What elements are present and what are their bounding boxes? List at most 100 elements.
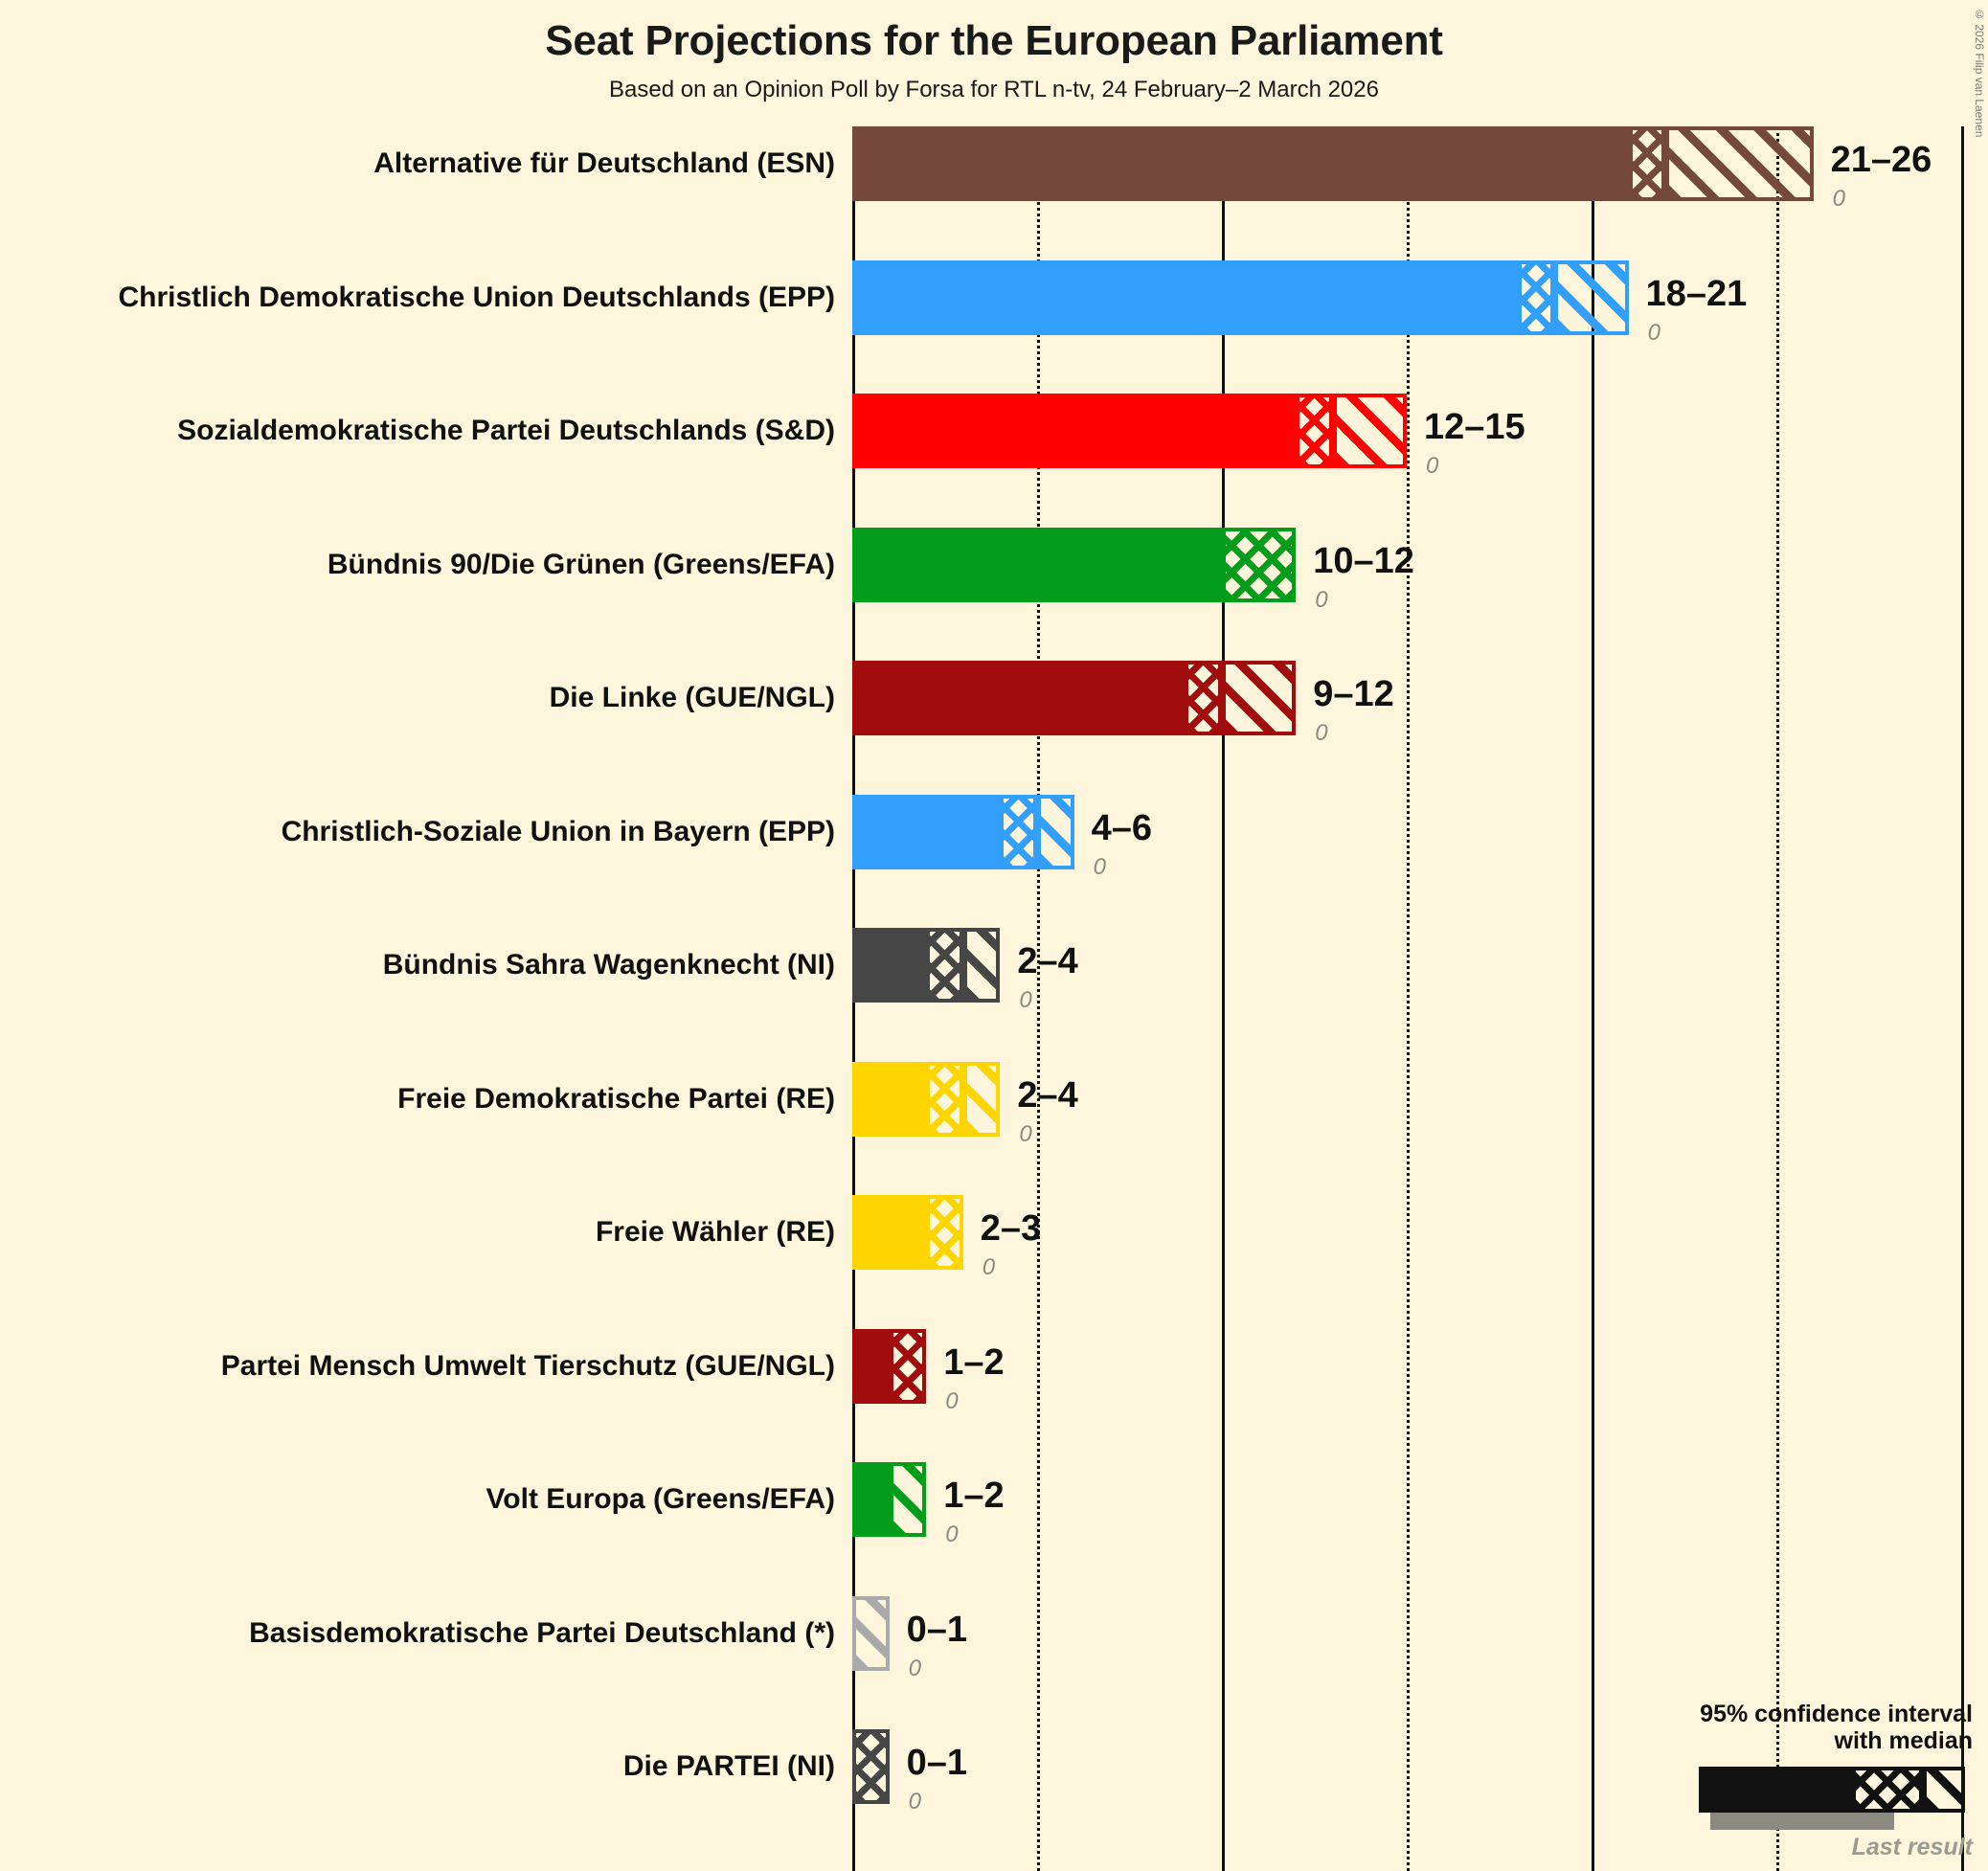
bar-row: 0–1 0 [852,1595,1988,1679]
bar-value-label: 10–12 [1313,540,1414,581]
party-label-6: Bündnis Sahra Wagenknecht (NI) [382,949,835,981]
bar-segment-median-hatch [1296,394,1333,468]
bar-value-label: 0–1 [906,1609,967,1650]
bar-segment-solid [852,259,1518,335]
bar-8[interactable] [852,1195,963,1270]
gridline-minor-25 [1776,126,1779,1871]
gridline-major-10 [1222,126,1225,1871]
bar-row: 21–26 0 [852,126,1988,211]
bar-row: 1–2 0 [852,1462,1988,1546]
bar-value-label: 4–6 [1091,807,1152,848]
bar-last-result: 0 [908,1655,921,1681]
bar-segment-median-hatch [1517,259,1555,335]
bar-segment-median-hatch [1185,661,1222,735]
bar-segment-upper-hatch [1222,661,1297,735]
bar-last-result: 0 [908,1789,921,1815]
legend-line-1: 95% confidence interval [1700,1700,1973,1727]
bar-segment-median-hatch [926,1061,963,1137]
bar-value-label: 2–4 [1017,941,1078,981]
gridline-major-30 [1961,126,1964,1871]
party-label-4: Die Linke (GUE/NGL) [549,682,835,713]
bar-segment-median-hatch [1222,527,1297,602]
bar-last-result: 0 [1426,453,1439,479]
bar-value-label: 9–12 [1313,674,1394,714]
party-label-2: Sozialdemokratische Partei Deutschlands … [177,415,835,446]
party-label-7: Freie Demokratische Partei (RE) [397,1082,835,1115]
bar-segment-median-hatch [926,928,963,1003]
bar-last-result: 0 [1647,319,1660,346]
party-label-12: Die PARTEI (NI) [622,1750,835,1782]
party-label-1: Christlich Demokratische Union Deutschla… [118,281,836,313]
legend-segment-solid [1699,1767,1852,1813]
bar-segment-median-hatch [852,1729,890,1804]
bar-last-result: 0 [945,1387,959,1414]
legend-line-2: with median [1834,1727,1973,1755]
bar-9[interactable] [852,1328,927,1404]
bar-value-label: 12–15 [1424,407,1525,447]
bar-segment-solid [852,794,1001,869]
bar-value-label: 21–26 [1830,140,1932,180]
copyright-notice: © 2026 Filip van Laenen [1973,8,1986,138]
bar-value-label: 18–21 [1645,273,1748,314]
bar-last-result: 0 [945,1522,959,1547]
bar-last-result: 0 [1019,987,1032,1013]
bar-1[interactable] [852,259,1629,335]
bar-segment-median-hatch [926,1195,963,1270]
bar-7[interactable] [852,1061,1001,1137]
bar-row: 2–4 0 [852,928,1988,1012]
bar-value-label: 2–4 [1017,1074,1078,1116]
bar-segment-upper-hatch [1332,394,1407,468]
bar-2[interactable] [852,394,1407,468]
bar-6[interactable] [852,928,1001,1003]
bar-segment-upper-hatch [962,1061,1001,1137]
gridline-minor-15 [1407,126,1410,1871]
bar-segment-solid [852,1328,890,1404]
bar-row: 12–15 0 [852,394,1988,478]
bar-last-result: 0 [1832,186,1845,212]
bar-segment-solid [852,527,1222,602]
plot-area: 21–26 0 18–21 0 12–15 0 10–12 0 9–12 0 4–6 0 2–4 0 2–4… [852,126,1988,1871]
bar-segment-solid [852,126,1629,201]
party-label-0: Alternative für Deutschland (ESN) [373,147,835,179]
legend-last-result-label: Last result [1851,1834,1973,1860]
gridline-minor-5 [1037,126,1040,1871]
party-label-9: Partei Mensch Umwelt Tierschutz (GUE/NGL… [220,1349,835,1382]
bar-5[interactable] [852,794,1074,869]
party-label-11: Basisdemokratische Partei Deutschland (*… [249,1616,835,1649]
bar-0[interactable] [852,126,1814,201]
bar-last-result: 0 [1315,586,1328,613]
bar-row: 18–21 0 [852,259,1988,344]
bar-segment-upper-hatch [1554,259,1629,335]
bar-segment-solid [852,1061,927,1137]
bar-segment-upper-hatch [1037,794,1074,869]
bar-segment-median-hatch [1000,794,1037,869]
bar-12[interactable] [852,1729,890,1804]
bar-4[interactable] [852,661,1297,735]
bar-value-label: 1–2 [943,1476,1005,1516]
bar-3[interactable] [852,527,1297,602]
bar-segment-solid [852,661,1186,735]
bar-row: 0–1 0 [852,1729,1988,1814]
bar-10[interactable] [852,1462,927,1537]
bar-11[interactable] [852,1595,890,1671]
party-label-10: Volt Europa (Greens/EFA) [486,1483,836,1515]
bar-segment-upper-hatch [962,928,1001,1003]
bar-segment-median-hatch [889,1328,927,1404]
legend-segment-upper-hatch [1923,1767,1965,1813]
chart-subtitle: Based on an Opinion Poll by Forsa for RT… [609,77,1379,102]
bar-segment-solid [852,928,927,1003]
bar-segment-upper-hatch [852,1595,890,1671]
bar-last-result: 0 [1093,853,1106,880]
legend-last-result-swatch [1710,1813,1894,1830]
bar-value-label: 0–1 [906,1743,967,1783]
bar-value-label: 2–3 [980,1208,1042,1249]
bar-row: 2–3 0 [852,1195,1988,1279]
bar-segment-solid [852,1462,890,1537]
bar-row: 4–6 0 [852,794,1988,878]
gridline-major-20 [1592,126,1594,1871]
party-label-8: Freie Wähler (RE) [595,1216,835,1248]
bar-last-result: 0 [1019,1120,1032,1147]
party-label-3: Bündnis 90/Die Grünen (Greens/EFA) [327,548,835,580]
bar-row: 1–2 0 [852,1328,1988,1412]
